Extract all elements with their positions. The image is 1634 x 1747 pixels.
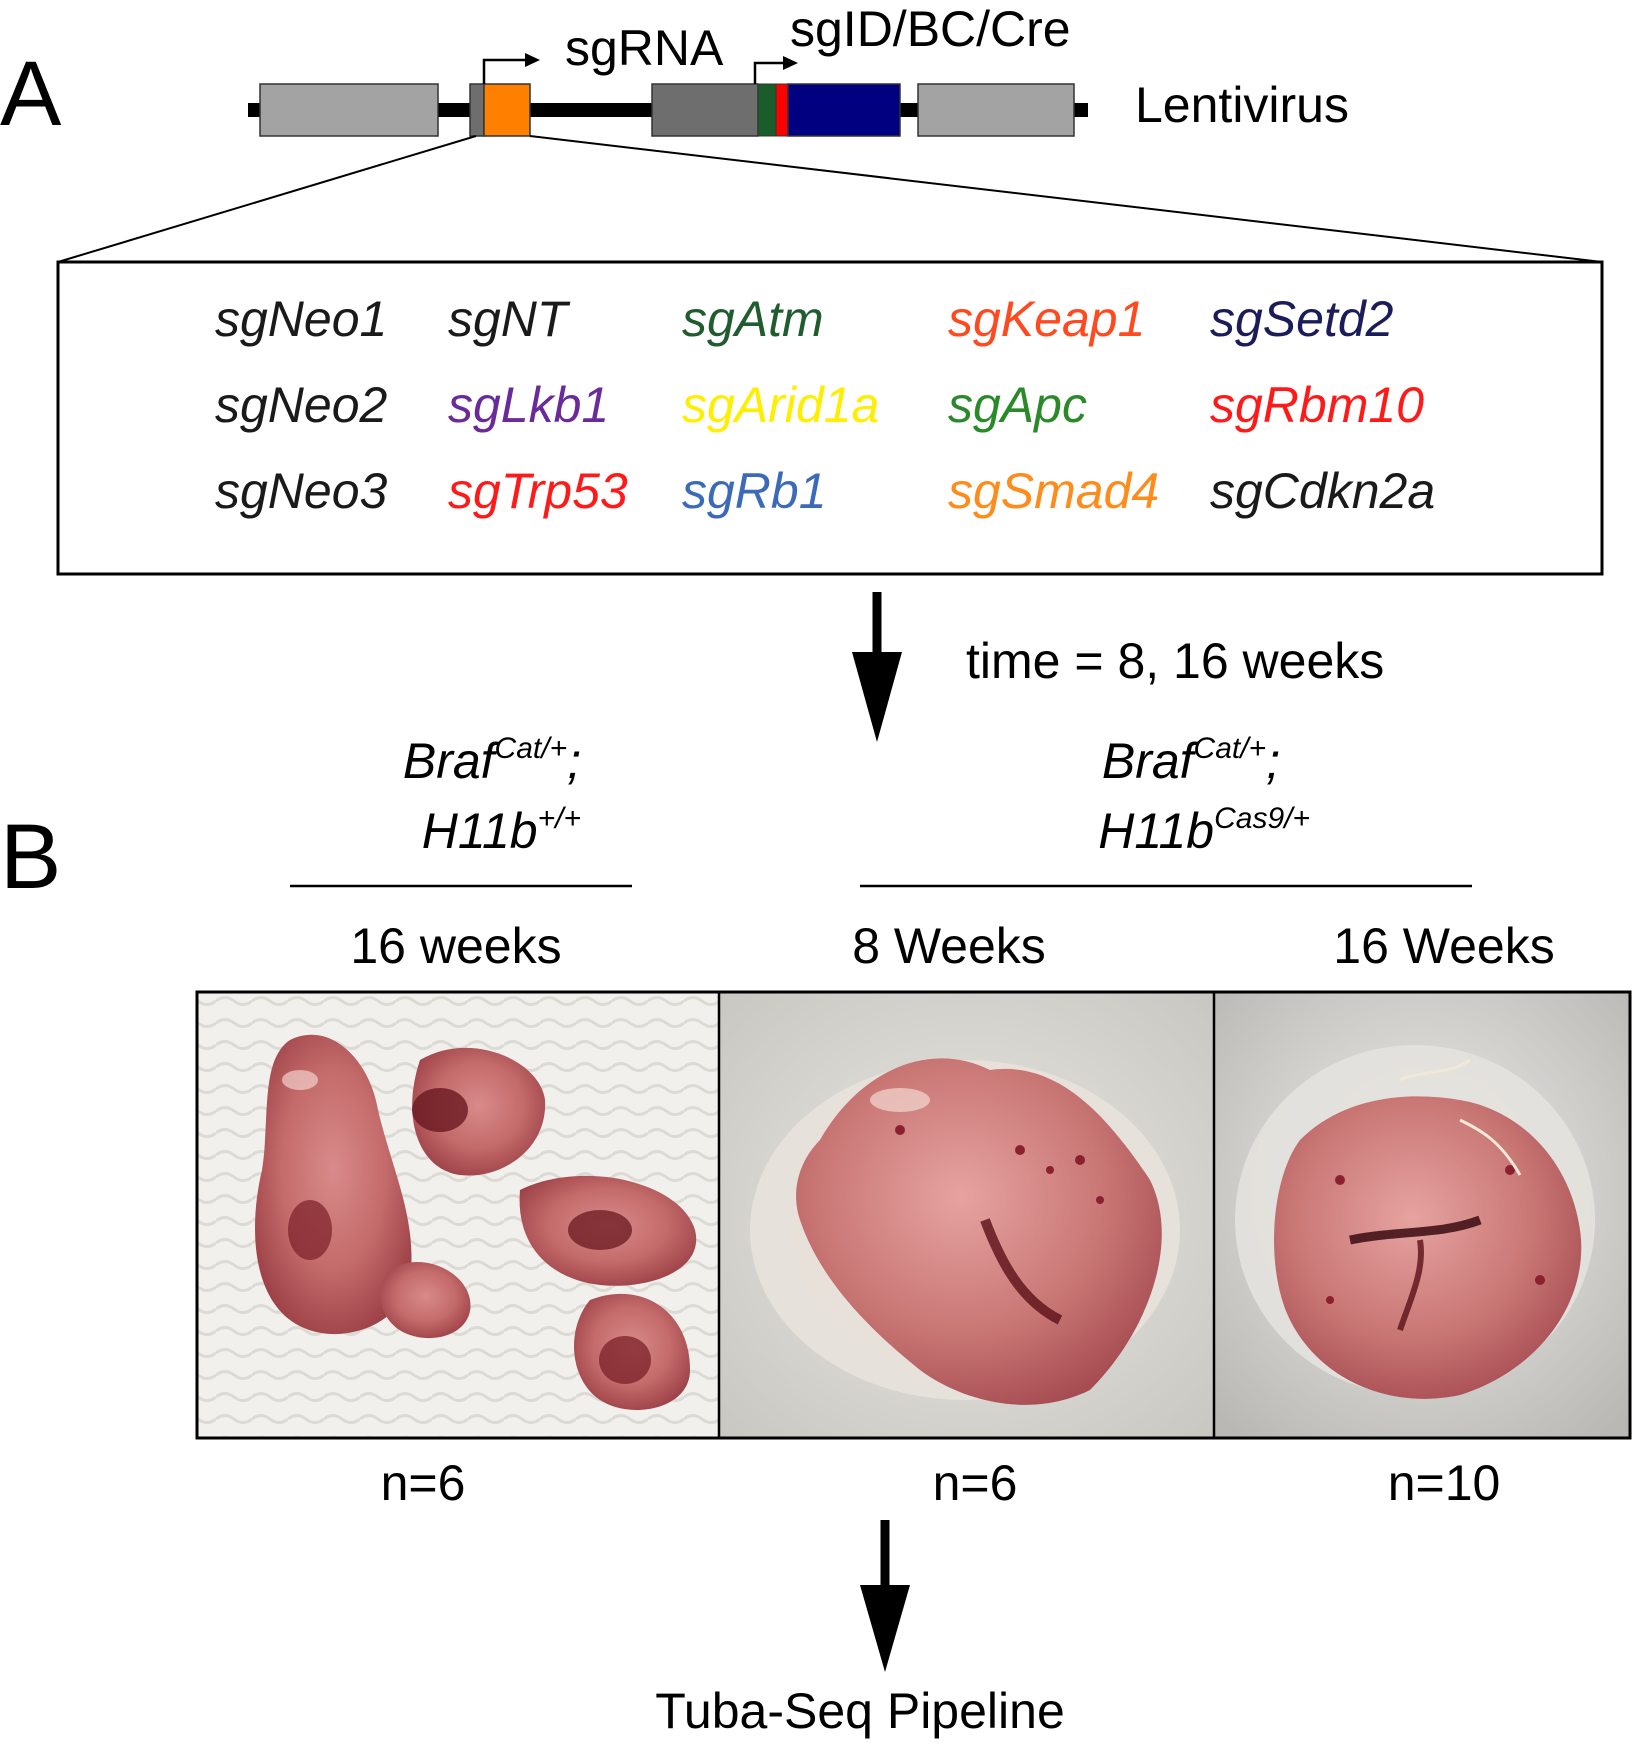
ltr-right-block <box>917 83 1075 137</box>
cas9-braf-allele: Cat/+ <box>1194 732 1267 765</box>
col1-timepoint: 16 weeks <box>350 918 561 974</box>
sgrna-sgnt: sgNT <box>448 291 571 347</box>
col3-sample-size: n=10 <box>1388 1455 1501 1511</box>
zoom-line-right <box>529 135 1603 263</box>
promoter-block <box>651 83 759 137</box>
sgid-bc-cre-label: sgID/BC/Cre <box>790 1 1071 57</box>
sgrna-label: sgRNA <box>565 20 724 76</box>
col2-sample-size: n=6 <box>933 1455 1018 1511</box>
cas9-h11b: H11b <box>1098 803 1214 859</box>
pipeline-arrow <box>860 1520 910 1672</box>
time-arrow <box>852 592 902 742</box>
col3-timepoint: 16 Weeks <box>1333 918 1554 974</box>
cas9-h11b-allele: Cas9/+ <box>1214 802 1310 835</box>
sgrna-sgneo3: sgNeo3 <box>215 463 388 519</box>
photo-cas9-16wk <box>1214 992 1630 1438</box>
sgrna-sgarid1a: sgArid1a <box>682 377 879 433</box>
control-semicolon: ; <box>567 733 581 789</box>
control-genotype-line2: H11b+/+ <box>422 802 581 859</box>
sgrna-sgapc: sgApc <box>948 377 1087 433</box>
sgrna-sgcdkn2a: sgCdkn2a <box>1210 463 1435 519</box>
zoom-line-left <box>57 135 477 263</box>
cas9-semicolon: ; <box>1266 733 1280 789</box>
sgid-block <box>757 83 777 137</box>
cre-block <box>787 83 901 137</box>
photo-cas9-8wk <box>719 992 1214 1438</box>
lung-lobe-1 <box>255 1034 412 1335</box>
sgrna-sgkeap1: sgKeap1 <box>948 291 1145 347</box>
sgrna-sgsetd2: sgSetd2 <box>1210 291 1394 347</box>
u6-promoter-block <box>469 83 485 137</box>
lung-lobe-2 <box>412 1047 546 1176</box>
col1-sample-size: n=6 <box>381 1455 466 1511</box>
cas9-genotype-line2: H11bCas9/+ <box>1098 802 1310 859</box>
sgrna-sgtrp53: sgTrp53 <box>448 463 628 519</box>
time-label: time = 8, 16 weeks <box>966 633 1384 689</box>
cas9-braf: Braf <box>1102 733 1199 789</box>
ltr-left-block <box>259 83 439 137</box>
control-h11b: H11b <box>422 803 538 859</box>
photo-control-16wk <box>197 992 719 1438</box>
sgrna-sgneo1: sgNeo1 <box>215 291 387 347</box>
sgrna-block <box>483 83 531 137</box>
panel-a-label: A <box>0 43 62 145</box>
barcode-block <box>775 83 789 137</box>
sgrna-sgsmad4: sgSmad4 <box>948 463 1159 519</box>
photo-strip-frame <box>195 990 1632 1440</box>
sgrna-sgneo2: sgNeo2 <box>215 377 388 433</box>
control-braf-allele: Cat/+ <box>495 732 568 765</box>
cas9-genotype-line1: BrafCat/+; <box>1102 732 1280 789</box>
sgrna-sgrb1: sgRb1 <box>682 463 827 519</box>
lung-whole-16wk <box>1273 1096 1582 1399</box>
control-braf: Braf <box>403 733 500 789</box>
lung-lobe-5 <box>380 1261 471 1339</box>
sgrna-promoter-arrow <box>482 53 540 84</box>
col2-timepoint: 8 Weeks <box>852 918 1046 974</box>
sgrna-sgatm: sgAtm <box>682 291 824 347</box>
sgrna-library-box <box>56 260 1604 576</box>
sgrna-sglkb1: sgLkb1 <box>448 377 609 433</box>
sgid-promoter-arrow <box>753 56 798 84</box>
tuba-seq-pipeline-label: Tuba-Seq Pipeline <box>655 1683 1065 1739</box>
sgrna-grid: sgNeo1 sgNT sgAtm sgKeap1 sgSetd2 sgNeo2 sgLkb… <box>215 291 1435 519</box>
lung-whole-8wk <box>796 1058 1162 1405</box>
control-h11b-allele: +/+ <box>538 802 581 835</box>
sgrna-sgrbm10: sgRbm10 <box>1210 377 1424 433</box>
panel-b-label: B <box>0 806 61 908</box>
lentivirus-label: Lentivirus <box>1135 77 1349 133</box>
control-genotype-line1: BrafCat/+; <box>403 732 581 789</box>
